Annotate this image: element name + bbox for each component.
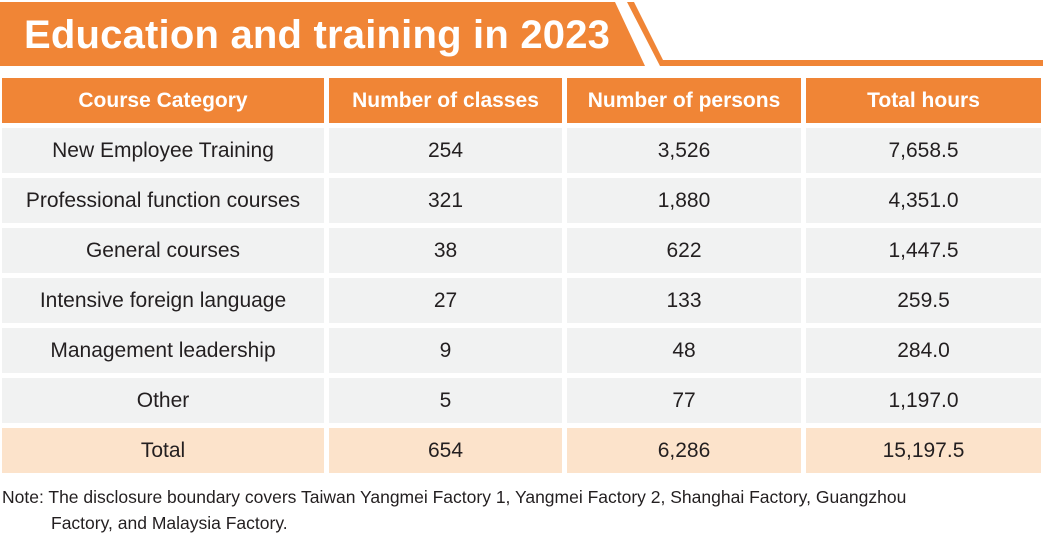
header-course-category: Course Category [2,78,324,123]
cell-classes: 38 [329,228,562,273]
table-row: Intensive foreign language 27 133 259.5 [2,278,1041,323]
title-banner: Education and training in 2023 [0,0,1043,70]
cell-hours: 1,197.0 [806,378,1041,423]
cell-category: General courses [2,228,324,273]
table-header-row: Course Category Number of classes Number… [2,78,1041,123]
cell-hours: 4,351.0 [806,178,1041,223]
table-row: Management leadership 9 48 284.0 [2,328,1041,373]
table-row: General courses 38 622 1,447.5 [2,228,1041,273]
cell-category: New Employee Training [2,128,324,173]
table-row: Professional function courses 321 1,880 … [2,178,1041,223]
footnote: Note: The disclosure boundary covers Tai… [2,484,1042,536]
table-row: New Employee Training 254 3,526 7,658.5 [2,128,1041,173]
cell-classes: 321 [329,178,562,223]
cell-category: Management leadership [2,328,324,373]
cell-category: Intensive foreign language [2,278,324,323]
cell-hours: 284.0 [806,328,1041,373]
total-hours: 15,197.5 [806,428,1041,473]
cell-classes: 27 [329,278,562,323]
cell-hours: 1,447.5 [806,228,1041,273]
cell-hours: 259.5 [806,278,1041,323]
cell-classes: 5 [329,378,562,423]
cell-persons: 133 [567,278,801,323]
cell-category: Other [2,378,324,423]
page-title: Education and training in 2023 [24,13,611,57]
table-total-row: Total 654 6,286 15,197.5 [2,428,1041,473]
header-number-of-classes: Number of classes [329,78,562,123]
header-number-of-persons: Number of persons [567,78,801,123]
cell-classes: 9 [329,328,562,373]
cell-category: Professional function courses [2,178,324,223]
cell-persons: 1,880 [567,178,801,223]
total-classes: 654 [329,428,562,473]
footnote-line-1: Note: The disclosure boundary covers Tai… [2,487,907,507]
total-persons: 6,286 [567,428,801,473]
cell-persons: 622 [567,228,801,273]
training-table: Course Category Number of classes Number… [2,78,1041,478]
total-label: Total [2,428,324,473]
banner-shape [0,2,1043,66]
cell-persons: 77 [567,378,801,423]
header-total-hours: Total hours [806,78,1041,123]
cell-hours: 7,658.5 [806,128,1041,173]
table-row: Other 5 77 1,197.0 [2,378,1041,423]
footnote-line-2: Factory, and Malaysia Factory. [51,513,288,533]
cell-persons: 3,526 [567,128,801,173]
cell-classes: 254 [329,128,562,173]
cell-persons: 48 [567,328,801,373]
